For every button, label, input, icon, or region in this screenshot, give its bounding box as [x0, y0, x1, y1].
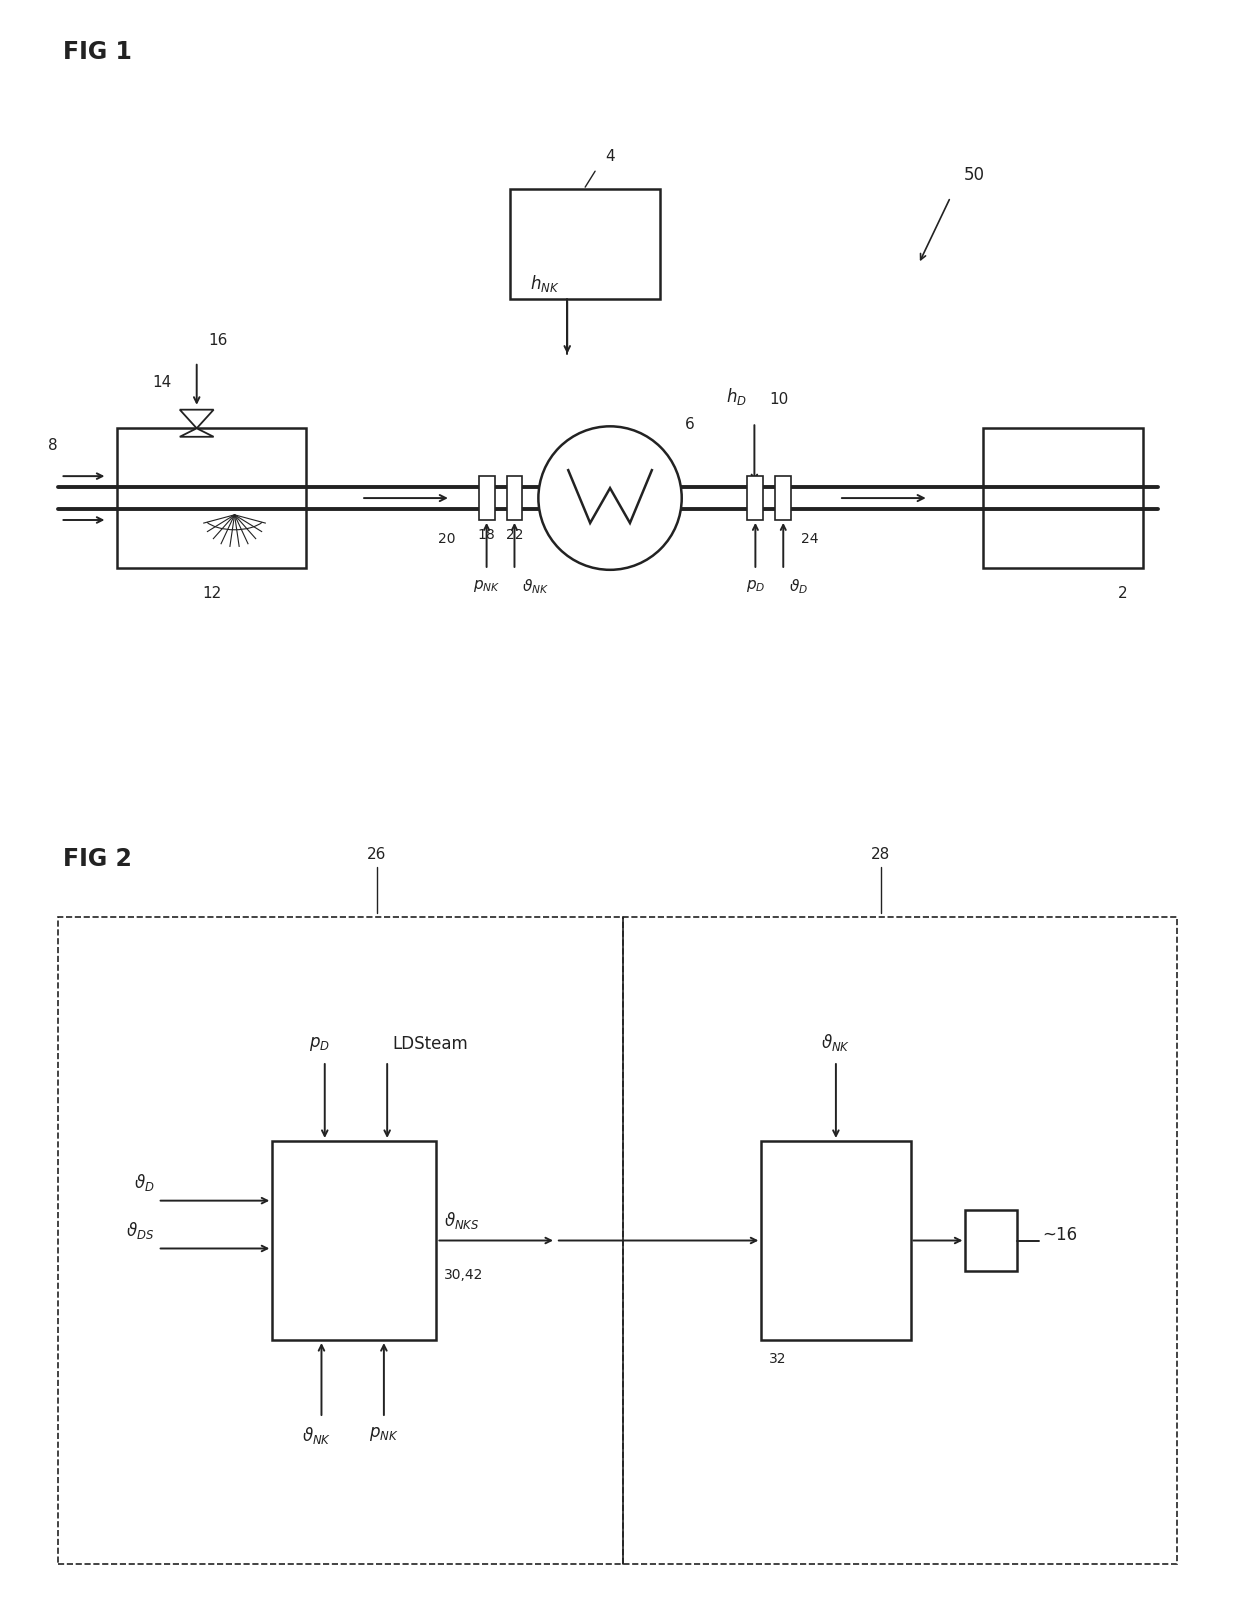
Text: 24: 24: [801, 532, 818, 547]
Text: $\vartheta_D$: $\vartheta_D$: [789, 577, 808, 597]
Text: 18: 18: [477, 529, 496, 542]
Bar: [761, 1142, 910, 1340]
Text: FIG 2: FIG 2: [62, 847, 131, 872]
Bar: [511, 189, 660, 299]
Text: 20: 20: [438, 532, 455, 547]
Bar: [118, 429, 306, 568]
Text: 30,42: 30,42: [444, 1268, 484, 1282]
Text: FIG 1: FIG 1: [62, 40, 131, 63]
Bar: [775, 475, 791, 521]
Bar: [273, 1142, 436, 1340]
Text: 4: 4: [605, 149, 615, 165]
Text: $\vartheta_{NK}$: $\vartheta_{NK}$: [301, 1425, 331, 1446]
Text: 22: 22: [506, 529, 523, 542]
Polygon shape: [180, 409, 213, 429]
Circle shape: [538, 427, 682, 569]
Text: $\vartheta_D$: $\vartheta_D$: [134, 1172, 155, 1193]
Text: 8: 8: [47, 438, 57, 453]
Text: 2: 2: [1118, 585, 1127, 602]
Text: 32: 32: [769, 1352, 786, 1366]
Text: LDSteam: LDSteam: [392, 1035, 467, 1053]
Text: $h_{NK}$: $h_{NK}$: [529, 273, 559, 294]
Text: $p_{NK}$: $p_{NK}$: [472, 577, 500, 593]
Bar: [506, 475, 522, 521]
Text: $\vartheta_{DS}$: $\vartheta_{DS}$: [126, 1219, 155, 1240]
Text: ~16: ~16: [1042, 1226, 1078, 1243]
Text: 26: 26: [367, 847, 387, 862]
Text: $h_D$: $h_D$: [725, 386, 746, 407]
Text: $p_D$: $p_D$: [309, 1035, 330, 1053]
Text: $p_D$: $p_D$: [745, 577, 765, 593]
Text: $\vartheta_{NK}$: $\vartheta_{NK}$: [522, 577, 549, 597]
Text: 6: 6: [684, 417, 694, 432]
Text: $\vartheta_{NK}$: $\vartheta_{NK}$: [821, 1032, 851, 1053]
Text: 10: 10: [769, 393, 789, 407]
Text: $p_{NK}$: $p_{NK}$: [370, 1425, 399, 1442]
Text: $\vartheta_{NKS}$: $\vartheta_{NKS}$: [444, 1210, 480, 1231]
Bar: [965, 1210, 1017, 1271]
Polygon shape: [180, 429, 213, 437]
Text: 50: 50: [963, 167, 985, 184]
Text: 28: 28: [870, 847, 890, 862]
Text: 12: 12: [202, 585, 222, 602]
Bar: [983, 429, 1142, 568]
Bar: [479, 475, 495, 521]
Bar: [748, 475, 764, 521]
Text: 16: 16: [208, 333, 228, 348]
Text: 14: 14: [153, 375, 171, 390]
Bar: [57, 917, 1178, 1564]
